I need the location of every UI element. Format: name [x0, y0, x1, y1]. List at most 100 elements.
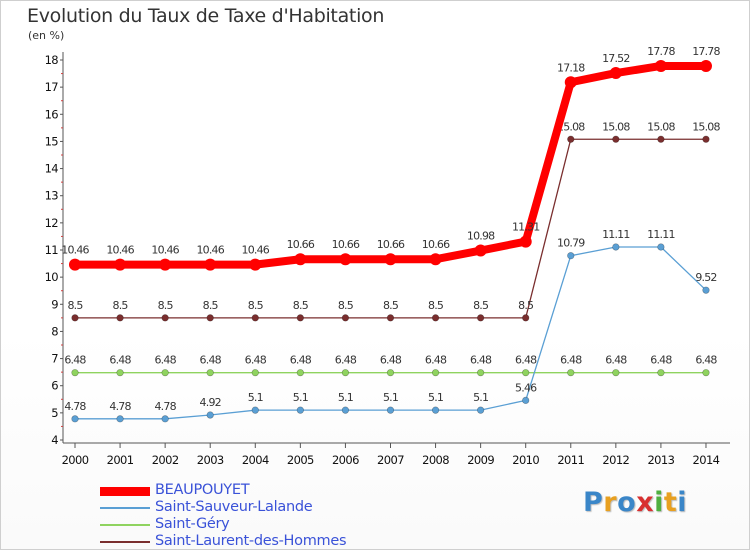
data-point: [657, 135, 665, 143]
y-tick-label: 15: [45, 134, 59, 148]
chart-title: Evolution du Taux de Taxe d'Habitation: [27, 5, 385, 27]
data-label: 5.1: [473, 391, 488, 404]
data-point: [251, 314, 259, 322]
data-point: [431, 406, 440, 414]
data-label: 8.5: [338, 299, 354, 312]
data-point: [116, 314, 124, 322]
data-label: 5.1: [383, 391, 398, 404]
data-label: 8.5: [158, 299, 174, 312]
legend-swatch: [100, 487, 150, 496]
legend-label: Saint-Sauveur-Lalande: [155, 499, 313, 515]
y-tick-label: 7: [51, 352, 58, 366]
data-label: 6.48: [425, 354, 447, 367]
data-label: 8.5: [203, 299, 219, 312]
legend-swatch: [100, 524, 150, 526]
data-label: 5.1: [293, 391, 308, 404]
data-label: 11.31: [512, 221, 540, 234]
y-tick-label: 13: [45, 189, 59, 203]
x-tick-label: 2014: [693, 453, 720, 467]
data-point: [161, 415, 169, 423]
data-point: [522, 396, 530, 404]
logo-letter: i: [654, 487, 664, 518]
data-point: [431, 369, 440, 377]
y-tick-label: 5: [51, 406, 58, 420]
x-tick-label: 2000: [62, 453, 89, 467]
data-label: 6.48: [380, 354, 402, 367]
data-point: [657, 369, 665, 377]
data-label: 6.48: [470, 354, 492, 367]
data-point: [519, 235, 532, 248]
data-label: 10.79: [557, 237, 585, 250]
data-point: [296, 369, 304, 377]
data-label: 15.08: [647, 120, 675, 133]
data-label: 11.11: [647, 228, 675, 241]
data-label: 17.18: [557, 61, 585, 74]
data-label: 4.78: [154, 400, 176, 413]
data-point: [477, 406, 485, 414]
x-tick-label: 2009: [467, 453, 494, 467]
data-label: 10.46: [196, 244, 224, 257]
x-tick-label: 2011: [557, 453, 584, 467]
data-point: [612, 243, 620, 251]
data-point: [477, 369, 485, 377]
x-tick-label: 2007: [377, 453, 404, 467]
y-tick-label: 6: [51, 379, 58, 393]
data-point: [384, 253, 397, 266]
data-label: 10.66: [332, 238, 360, 251]
data-label: 6.48: [200, 354, 222, 367]
data-label: 4.78: [109, 400, 131, 413]
data-label: 8.5: [248, 299, 264, 312]
data-label: 6.48: [695, 354, 717, 367]
data-point: [654, 59, 667, 72]
data-label: 17.78: [692, 45, 720, 58]
legend-swatch: [100, 541, 150, 543]
y-tick-label: 8: [51, 324, 58, 338]
data-label: 6.48: [109, 354, 131, 367]
data-point: [204, 258, 217, 271]
data-label: 10.46: [151, 244, 179, 257]
data-label: 10.66: [287, 238, 315, 251]
data-point: [69, 258, 81, 271]
data-label: 10.66: [377, 238, 405, 251]
x-tick-label: 2012: [602, 453, 629, 467]
data-point: [567, 252, 575, 260]
data-label: 15.08: [602, 120, 630, 133]
data-point: [161, 369, 169, 377]
data-point: [564, 76, 577, 89]
data-label: 17.52: [602, 52, 630, 65]
logo-letter: r: [603, 487, 618, 518]
data-point: [609, 67, 622, 80]
x-tick-label: 2005: [287, 453, 314, 467]
data-label: 17.78: [647, 45, 675, 58]
data-label: 4.78: [64, 400, 86, 413]
data-point: [702, 135, 710, 143]
y-tick-label: 11: [45, 243, 59, 257]
data-label: 4.92: [200, 396, 221, 409]
x-tick-label: 2013: [647, 453, 674, 467]
data-label: 8.5: [428, 299, 444, 312]
data-label: 5.1: [338, 391, 353, 404]
data-label: 15.08: [692, 120, 720, 133]
proxiti-logo: Proxiti: [583, 487, 687, 518]
data-point: [386, 369, 395, 377]
legend-label: Saint-Géry: [155, 516, 230, 532]
data-point: [386, 406, 395, 414]
data-point: [699, 59, 712, 72]
y-axis-unit-label: (en %): [28, 29, 65, 42]
data-label: 5.1: [428, 391, 443, 404]
data-label: 6.48: [335, 354, 357, 367]
data-point: [206, 411, 214, 419]
legend-label: BEAUPOUYET: [155, 482, 250, 498]
data-label: 6.48: [515, 354, 537, 367]
data-label: 11.11: [602, 228, 630, 241]
data-point: [116, 369, 124, 377]
data-label: 8.5: [113, 299, 129, 312]
data-point: [71, 314, 79, 322]
logo-letter: i: [677, 487, 688, 518]
data-point: [386, 314, 395, 322]
data-label: 10.66: [422, 238, 450, 251]
y-tick-label: 9: [51, 297, 58, 311]
data-point: [114, 258, 127, 271]
y-tick-label: 4: [51, 433, 58, 447]
